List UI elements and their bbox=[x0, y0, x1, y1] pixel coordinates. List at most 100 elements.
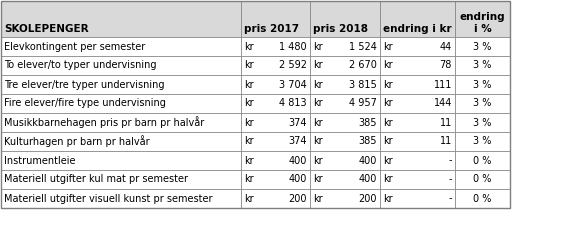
Bar bbox=[455, 189, 510, 208]
Text: 3 %: 3 % bbox=[473, 60, 492, 71]
Bar bbox=[310, 37, 380, 56]
Bar bbox=[241, 37, 310, 56]
Bar bbox=[1, 1, 241, 37]
Text: 3 %: 3 % bbox=[473, 79, 492, 90]
Text: 385: 385 bbox=[358, 117, 377, 128]
Bar bbox=[380, 1, 455, 37]
Text: kr: kr bbox=[383, 155, 393, 166]
Bar bbox=[380, 37, 455, 56]
Text: -: - bbox=[448, 194, 452, 204]
Text: kr: kr bbox=[383, 79, 393, 90]
Bar bbox=[241, 151, 310, 170]
Text: kr: kr bbox=[383, 98, 393, 109]
Text: kr: kr bbox=[313, 174, 323, 185]
Bar bbox=[241, 94, 310, 113]
Bar bbox=[1, 56, 241, 75]
Bar bbox=[1, 170, 241, 189]
Text: kr: kr bbox=[244, 41, 254, 52]
Text: 1 480: 1 480 bbox=[280, 41, 307, 52]
Text: kr: kr bbox=[313, 60, 323, 71]
Text: Fire elever/fire type undervisning: Fire elever/fire type undervisning bbox=[4, 98, 166, 109]
Bar bbox=[310, 1, 380, 37]
Text: kr: kr bbox=[244, 194, 254, 204]
Text: 2 670: 2 670 bbox=[349, 60, 377, 71]
Text: pris 2017: pris 2017 bbox=[244, 24, 299, 34]
Text: kr: kr bbox=[383, 136, 393, 147]
Text: endring
i %: endring i % bbox=[460, 12, 505, 34]
Bar bbox=[455, 113, 510, 132]
Text: 111: 111 bbox=[434, 79, 452, 90]
Text: 200: 200 bbox=[289, 194, 307, 204]
Bar bbox=[1, 132, 241, 151]
Text: 78: 78 bbox=[440, 60, 452, 71]
Text: kr: kr bbox=[244, 136, 254, 147]
Text: Kulturhagen pr barn pr halvår: Kulturhagen pr barn pr halvår bbox=[4, 136, 149, 147]
Bar bbox=[380, 189, 455, 208]
Text: kr: kr bbox=[244, 155, 254, 166]
Bar bbox=[455, 37, 510, 56]
Bar bbox=[1, 151, 241, 170]
Bar bbox=[380, 170, 455, 189]
Bar bbox=[241, 132, 310, 151]
Text: 11: 11 bbox=[440, 136, 452, 147]
Text: 0 %: 0 % bbox=[473, 194, 492, 204]
Text: 11: 11 bbox=[440, 117, 452, 128]
Bar bbox=[455, 1, 510, 37]
Text: Instrumentleie: Instrumentleie bbox=[4, 155, 75, 166]
Bar bbox=[310, 75, 380, 94]
Text: kr: kr bbox=[383, 194, 393, 204]
Text: pris 2018: pris 2018 bbox=[313, 24, 368, 34]
Text: 3 %: 3 % bbox=[473, 136, 492, 147]
Bar bbox=[1, 1, 510, 208]
Bar bbox=[455, 151, 510, 170]
Bar bbox=[310, 113, 380, 132]
Bar bbox=[241, 189, 310, 208]
Bar bbox=[241, 113, 310, 132]
Bar bbox=[380, 75, 455, 94]
Bar bbox=[380, 56, 455, 75]
Bar bbox=[310, 56, 380, 75]
Bar bbox=[241, 1, 310, 37]
Text: Materiell utgifter visuell kunst pr semester: Materiell utgifter visuell kunst pr seme… bbox=[4, 194, 212, 204]
Text: kr: kr bbox=[383, 117, 393, 128]
Text: kr: kr bbox=[244, 117, 254, 128]
Bar bbox=[455, 132, 510, 151]
Text: 3 %: 3 % bbox=[473, 41, 492, 52]
Text: 0 %: 0 % bbox=[473, 174, 492, 185]
Text: kr: kr bbox=[244, 174, 254, 185]
Text: kr: kr bbox=[244, 79, 254, 90]
Bar bbox=[455, 170, 510, 189]
Text: 144: 144 bbox=[434, 98, 452, 109]
Text: 44: 44 bbox=[440, 41, 452, 52]
Text: 400: 400 bbox=[289, 174, 307, 185]
Bar bbox=[310, 170, 380, 189]
Text: kr: kr bbox=[313, 194, 323, 204]
Bar bbox=[380, 132, 455, 151]
Bar bbox=[1, 113, 241, 132]
Text: 4 813: 4 813 bbox=[280, 98, 307, 109]
Text: 3 %: 3 % bbox=[473, 117, 492, 128]
Text: 400: 400 bbox=[289, 155, 307, 166]
Text: 400: 400 bbox=[359, 155, 377, 166]
Text: 0 %: 0 % bbox=[473, 155, 492, 166]
Text: kr: kr bbox=[313, 155, 323, 166]
Bar bbox=[310, 151, 380, 170]
Bar bbox=[455, 94, 510, 113]
Bar bbox=[1, 37, 241, 56]
Text: 3 %: 3 % bbox=[473, 98, 492, 109]
Text: 385: 385 bbox=[358, 136, 377, 147]
Text: kr: kr bbox=[244, 98, 254, 109]
Text: 1 524: 1 524 bbox=[349, 41, 377, 52]
Text: kr: kr bbox=[313, 41, 323, 52]
Text: 400: 400 bbox=[359, 174, 377, 185]
Text: 2 592: 2 592 bbox=[279, 60, 307, 71]
Text: endring i kr: endring i kr bbox=[383, 24, 452, 34]
Text: -: - bbox=[448, 155, 452, 166]
Bar bbox=[455, 56, 510, 75]
Text: 4 957: 4 957 bbox=[349, 98, 377, 109]
Bar bbox=[380, 94, 455, 113]
Bar bbox=[310, 132, 380, 151]
Text: kr: kr bbox=[383, 41, 393, 52]
Text: 200: 200 bbox=[358, 194, 377, 204]
Bar bbox=[241, 170, 310, 189]
